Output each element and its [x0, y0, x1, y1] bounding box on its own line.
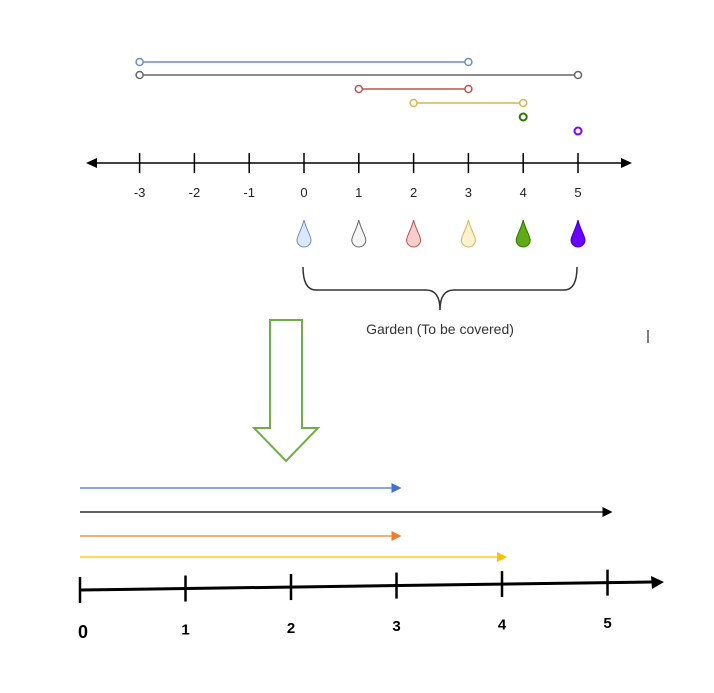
bottom-axis-arrowhead [651, 576, 664, 589]
range-start-point [409, 98, 418, 108]
range-2 [354, 84, 473, 94]
range-4 [518, 112, 528, 122]
range-1 [135, 70, 583, 80]
range-start-point [135, 70, 144, 80]
top-number-line: -3 -2 -1 0 1 2 3 4 5 [86, 153, 632, 200]
bottom-tick-label: 1 [181, 621, 189, 638]
axis-right-arrowhead [621, 158, 632, 168]
range-point [573, 126, 583, 136]
coverage-arrowhead-icon [391, 483, 402, 493]
top-ticks-group: -3 -2 -1 0 1 2 3 4 5 [134, 153, 582, 200]
down-arrow-icon [251, 319, 321, 463]
tap-5-drop-icon [570, 219, 586, 248]
coverage-arrow-0 [80, 483, 402, 493]
coverage-arrow-3 [80, 552, 507, 562]
top-tick-label: 3 [465, 185, 472, 200]
coverage-arrow-1 [80, 507, 613, 517]
range-end-point [518, 98, 528, 108]
tap-2-drop-icon [406, 219, 422, 248]
range-start-point [354, 84, 364, 94]
range-3 [409, 98, 528, 108]
tap-4-drop-icon [515, 219, 531, 248]
coverage-arrows-group [80, 483, 613, 562]
taps-group [296, 219, 586, 248]
bottom-number-line: 0 1 2 3 4 5 [78, 569, 664, 642]
coverage-arrowhead-icon [497, 552, 507, 562]
top-tick-label: -2 [189, 185, 201, 200]
top-tick-label: 1 [355, 185, 362, 200]
top-tick-label: -3 [134, 185, 146, 200]
coverage-arrow-2 [80, 531, 402, 541]
bottom-tick-label: 4 [498, 617, 507, 634]
range-start-point [135, 57, 144, 67]
top-tick-label: 0 [300, 185, 307, 200]
bottom-axis-line [79, 580, 653, 592]
range-end-point [464, 57, 473, 67]
bottom-tick-label: 2 [287, 620, 295, 637]
garden-brace [302, 266, 578, 311]
top-ranges-group [135, 57, 583, 136]
top-tick-label: -1 [243, 185, 255, 200]
garden-label: Garden (To be covered) [366, 321, 514, 337]
tap-3-drop-icon [460, 219, 476, 248]
tap-0-drop-icon [296, 219, 312, 248]
bottom-tick-label: 0 [78, 622, 88, 642]
range-end-point [464, 84, 473, 94]
top-tick-label: 2 [410, 185, 417, 200]
bottom-tick-label: 3 [392, 618, 400, 635]
top-tick-label: 4 [520, 185, 527, 200]
range-point [518, 112, 528, 122]
top-tick-label: 5 [574, 185, 581, 200]
coverage-arrowhead-icon [391, 531, 402, 541]
coverage-arrowhead-icon [602, 507, 613, 517]
bottom-tick-label: 5 [603, 615, 611, 632]
axis-left-arrowhead [86, 158, 97, 168]
range-0 [135, 57, 473, 67]
tap-1-drop-icon [351, 219, 367, 248]
bottom-ticks-group: 0 1 2 3 4 5 [78, 569, 612, 642]
range-5 [573, 126, 583, 136]
range-end-point [573, 70, 583, 80]
